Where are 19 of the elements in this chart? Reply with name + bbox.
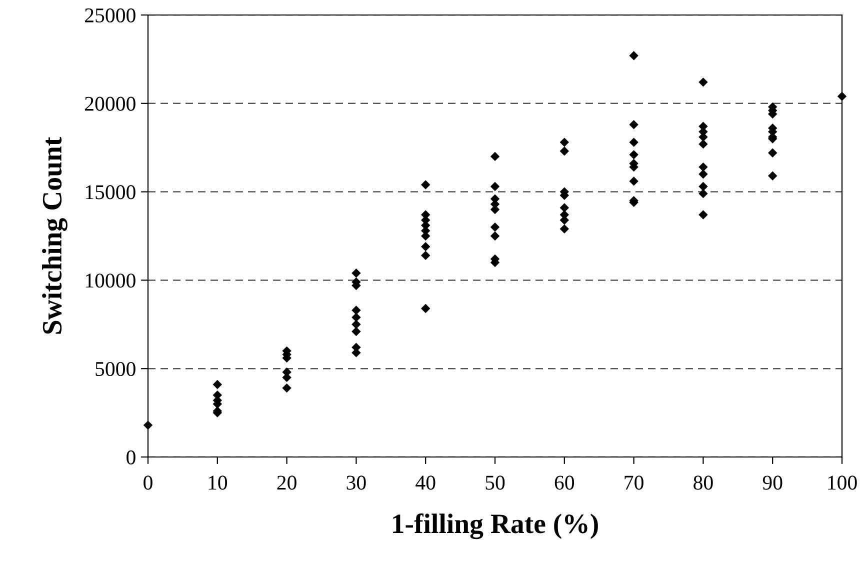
y-tick-label: 25000 (85, 8, 136, 22)
x-tick-label: 90 (762, 476, 782, 490)
x-tick-label: 20 (277, 476, 296, 490)
x-tick-label: 10 (208, 476, 228, 490)
y-tick-label: 20000 (85, 96, 136, 111)
x-tick-label: 80 (694, 476, 713, 490)
x-tick-label: 30 (346, 476, 366, 490)
y-tick-label: 0 (126, 450, 136, 464)
y-tick-label: 10000 (86, 274, 136, 288)
x-tick-label: 0 (144, 476, 152, 490)
x-axis-title: 1-filling Rate (%) (393, 513, 598, 540)
x-tick-label: 100 (828, 476, 857, 490)
y-tick-label: 15000 (86, 185, 136, 200)
y-tick-label: 5000 (96, 362, 136, 376)
x-tick-label: 70 (624, 476, 644, 490)
x-tick-label: 50 (486, 476, 505, 490)
y-axis-title: Switching Count (42, 136, 68, 334)
x-tick-label: 40 (416, 476, 436, 490)
x-tick-label: 60 (554, 476, 574, 490)
